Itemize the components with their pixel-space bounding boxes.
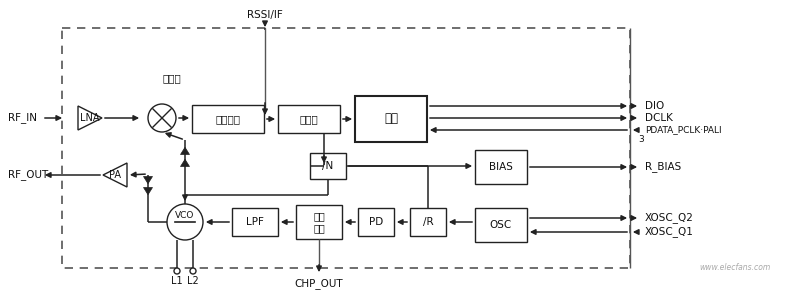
Text: RF_IN: RF_IN [8, 112, 37, 123]
Text: 解调器: 解调器 [300, 114, 318, 124]
Text: www.elecfans.com: www.elecfans.com [699, 263, 771, 273]
Polygon shape [78, 106, 102, 130]
Text: LPF: LPF [246, 217, 264, 227]
Polygon shape [144, 176, 152, 184]
Text: R_BIAS: R_BIAS [645, 162, 681, 173]
Text: PDATA_PCLK·PALI: PDATA_PCLK·PALI [645, 126, 722, 134]
Text: VCO: VCO [175, 212, 195, 221]
Text: 3: 3 [638, 136, 644, 144]
Text: L1: L1 [171, 276, 183, 286]
Polygon shape [103, 163, 127, 187]
Bar [358, 208, 394, 236]
Text: XOSC_Q1: XOSC_Q1 [645, 226, 694, 237]
Bar [278, 105, 340, 133]
Text: L2: L2 [187, 276, 199, 286]
Text: DIO: DIO [645, 101, 665, 111]
Text: XOSC_Q2: XOSC_Q2 [645, 213, 694, 223]
Text: OSC: OSC [490, 220, 512, 230]
Circle shape [190, 268, 196, 274]
Bar [296, 205, 342, 239]
Circle shape [167, 204, 203, 240]
Circle shape [148, 104, 176, 132]
Bar [232, 208, 278, 236]
Text: RF_OUT: RF_OUT [8, 170, 48, 181]
Text: PD: PD [369, 217, 383, 227]
Bar [310, 153, 346, 179]
Text: PA: PA [109, 170, 121, 180]
Polygon shape [144, 187, 152, 195]
Text: DCLK: DCLK [645, 113, 673, 123]
Circle shape [174, 268, 180, 274]
Polygon shape [181, 159, 190, 166]
Bar [410, 208, 446, 236]
Bar [475, 150, 527, 184]
Text: /R: /R [423, 217, 433, 227]
Text: 混频器: 混频器 [163, 73, 182, 83]
Polygon shape [181, 147, 190, 155]
Text: BIAS: BIAS [489, 162, 513, 172]
Text: LNA: LNA [80, 113, 100, 123]
Bar [62, 28, 630, 268]
Text: 控制: 控制 [384, 112, 398, 126]
Bar [192, 105, 264, 133]
Text: 充电
脉冲: 充电 脉冲 [313, 211, 325, 233]
Text: RSSI/IF: RSSI/IF [247, 10, 283, 20]
Text: 中频处理: 中频处理 [216, 114, 240, 124]
Bar [355, 96, 427, 142]
Bar [475, 208, 527, 242]
Text: CHP_OUT: CHP_OUT [295, 279, 343, 289]
Text: /N: /N [323, 161, 334, 171]
